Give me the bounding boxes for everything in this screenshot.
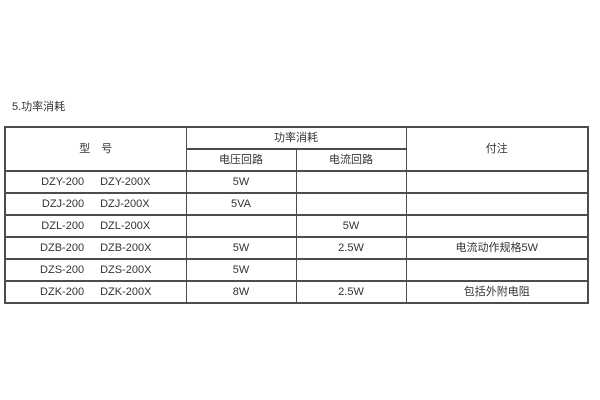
cell-model: DZJ-200 DZJ-200X <box>4 192 187 216</box>
table-row: DZY-200 DZY-200X 5W <box>4 170 589 194</box>
header-row-top: 型 号 功率消耗 付注 <box>4 126 589 172</box>
model-name-x: DZK-200X <box>100 286 152 298</box>
cell-voltage: 5W <box>185 170 297 194</box>
cell-model: DZS-200 DZS-200X <box>4 258 187 282</box>
model-name-x: DZS-200X <box>100 264 152 276</box>
cell-note <box>405 258 589 282</box>
model-name: DZS-200 <box>40 264 85 276</box>
header-current-circuit: 电流回路 <box>295 148 407 172</box>
model-pair: DZB-200 DZB-200X <box>40 239 152 257</box>
section-title: 5.功率消耗 <box>12 101 66 113</box>
model-name-x: DZL-200X <box>100 220 151 232</box>
table-row: DZL-200 DZL-200X 5W <box>4 214 589 238</box>
table-row: DZJ-200 DZJ-200X 5VA <box>4 192 589 216</box>
table-row: DZB-200 DZB-200X 5W 2.5W 电流动作规格5W <box>4 236 589 260</box>
header-notes: 付注 <box>405 126 589 172</box>
cell-note: 包括外附电阻 <box>405 280 589 304</box>
cell-current: 2.5W <box>295 236 407 260</box>
cell-voltage: 8W <box>185 280 297 304</box>
header-power-consumption: 功率消耗 <box>185 126 407 150</box>
cell-current: 5W <box>295 214 407 238</box>
cell-voltage <box>185 214 297 238</box>
cell-model: DZK-200 DZK-200X <box>4 280 187 304</box>
table-row: DZS-200 DZS-200X 5W <box>4 258 589 282</box>
model-pair: DZL-200 DZL-200X <box>41 217 151 235</box>
model-name: DZJ-200 <box>41 198 85 210</box>
header-row-sub: 电压回路 电流回路 <box>5 148 588 172</box>
power-consumption-table: 型 号 功率消耗 付注 电压回路 电流回路 DZY-200 DZY-200X 5… <box>4 126 589 304</box>
header-voltage-circuit: 电压回路 <box>185 148 297 172</box>
model-pair: DZS-200 DZS-200X <box>40 261 152 279</box>
model-pair: DZK-200 DZK-200X <box>40 283 152 301</box>
model-name: DZY-200 <box>41 176 85 188</box>
model-name-x: DZB-200X <box>100 242 152 254</box>
cell-voltage: 5VA <box>185 192 297 216</box>
model-pair: DZJ-200 DZJ-200X <box>41 195 150 213</box>
cell-note: 电流动作规格5W <box>405 236 589 260</box>
cell-current <box>295 258 407 282</box>
header-model: 型 号 <box>4 126 187 172</box>
model-pair: DZY-200 DZY-200X <box>41 173 151 191</box>
cell-current <box>295 170 407 194</box>
cell-voltage: 5W <box>185 258 297 282</box>
model-name: DZB-200 <box>40 242 85 254</box>
model-name-x: DZY-200X <box>100 176 151 188</box>
cell-current <box>295 192 407 216</box>
model-name: DZK-200 <box>40 286 85 298</box>
cell-note <box>405 192 589 216</box>
cell-model: DZL-200 DZL-200X <box>4 214 187 238</box>
cell-model: DZY-200 DZY-200X <box>4 170 187 194</box>
cell-current: 2.5W <box>295 280 407 304</box>
cell-voltage: 5W <box>185 236 297 260</box>
cell-note <box>405 214 589 238</box>
model-name-x: DZJ-200X <box>100 198 150 210</box>
model-name: DZL-200 <box>41 220 85 232</box>
cell-note <box>405 170 589 194</box>
table-row: DZK-200 DZK-200X 8W 2.5W 包括外附电阻 <box>4 280 589 304</box>
cell-model: DZB-200 DZB-200X <box>4 236 187 260</box>
